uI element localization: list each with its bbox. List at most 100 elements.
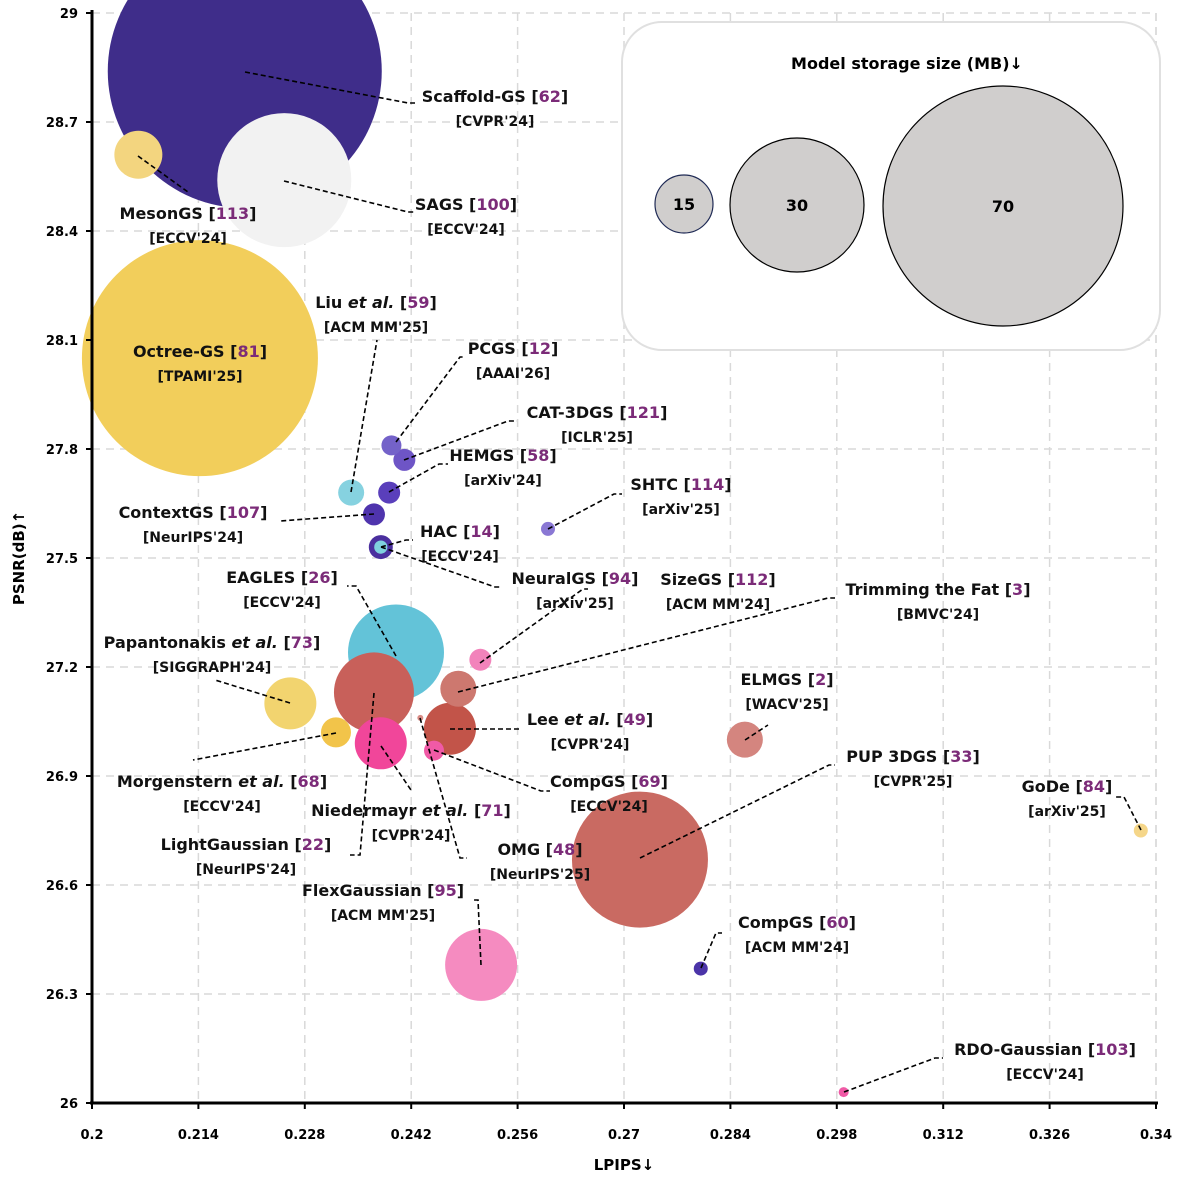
x-tick-label: 0.34 xyxy=(1140,1128,1172,1143)
bubble xyxy=(1133,823,1148,838)
x-tick-label: 0.228 xyxy=(284,1128,325,1143)
leader-line xyxy=(843,1057,943,1093)
y-tick-label: 26.6 xyxy=(46,879,78,894)
point-label-name: Niedermayr et al. [71] xyxy=(311,801,511,820)
point-label-venue: [ECCV'24] xyxy=(149,231,227,247)
y-tick-label: 27.5 xyxy=(46,552,78,567)
point-label-venue: [SIGGRAPH'24] xyxy=(153,660,271,676)
leader-line xyxy=(283,180,415,213)
point-label-name: SizeGS [112] xyxy=(660,570,775,589)
point-label-venue: [ECCV'24] xyxy=(243,595,321,611)
point-label-venue: [WACV'25] xyxy=(745,697,828,713)
x-tick-label: 0.242 xyxy=(391,1128,432,1143)
leader-line xyxy=(380,539,413,548)
legend-size-label: 30 xyxy=(786,196,808,215)
leader-lines xyxy=(137,71,1142,1093)
point-label-venue: [BMVC'24] xyxy=(897,607,979,623)
leader-line xyxy=(192,732,337,761)
point-label-venue: [NeurIPS'24] xyxy=(196,862,296,878)
leader-line xyxy=(137,155,189,193)
leader-line xyxy=(700,932,722,969)
point-label-venue: [ACM MM'25] xyxy=(324,320,428,336)
leader-line xyxy=(214,679,291,704)
point-label-venue: [arXiv'24] xyxy=(464,473,542,489)
point-label-venue: [arXiv'25] xyxy=(536,596,614,612)
point-label-name: HEMGS [58] xyxy=(449,446,556,465)
point-label-venue: [ECCV'24] xyxy=(1006,1067,1084,1083)
x-axis-label: LPIPS↓ xyxy=(594,1156,655,1174)
y-tick-label: 27.8 xyxy=(46,443,78,458)
point-label-venue: [ECCV'24] xyxy=(427,222,505,238)
leader-line xyxy=(350,692,375,856)
leader-line xyxy=(457,597,835,693)
point-label-venue: [arXiv'25] xyxy=(1028,804,1106,820)
point-label-venue: [ECCV'24] xyxy=(570,799,648,815)
leader-line xyxy=(395,356,463,443)
leader-line xyxy=(380,546,500,588)
leader-line xyxy=(388,463,448,493)
bubble xyxy=(320,717,351,748)
x-tick-label: 0.2 xyxy=(80,1128,103,1143)
point-label-name: Trimming the Fat [3] xyxy=(845,580,1030,599)
leader-line xyxy=(350,339,378,493)
legend-size-circle xyxy=(729,137,865,273)
point-labels: Scaffold-GS [62] [CVPR'24] MesonGS [113] [E… xyxy=(104,87,1136,1083)
y-tick-label: 28.7 xyxy=(46,116,78,131)
y-tick-label: 27.2 xyxy=(46,661,78,676)
point-label-venue: [ACM MM'24] xyxy=(745,940,849,956)
bubble xyxy=(114,130,163,179)
point-label-name: EAGLES [26] xyxy=(226,568,338,587)
legend-size-label: 70 xyxy=(992,197,1014,216)
point-label-venue: [ECCV'24] xyxy=(421,549,499,565)
leader-line xyxy=(639,764,835,859)
point-label-venue: [AAAI'26] xyxy=(476,366,550,382)
bubble xyxy=(417,714,424,721)
legend: Model storage size (MB)↓ 15 30 70 xyxy=(621,21,1161,351)
legend-title: Model storage size (MB)↓ xyxy=(791,54,1023,73)
point-label-name: OMG [48] xyxy=(497,840,582,859)
point-label-name: SHTC [114] xyxy=(630,475,731,494)
y-axis-label: PSNR(dB)↑ xyxy=(10,511,28,605)
point-label-venue: [ICLR'25] xyxy=(561,430,633,446)
bubble xyxy=(354,717,407,770)
bubble-inner xyxy=(374,540,388,554)
point-label-venue: [NeurIPS'24] xyxy=(143,530,243,546)
point-label-name: MesonGS [113] xyxy=(120,204,257,223)
y-tick-label: 26.3 xyxy=(46,988,78,1003)
leader-line xyxy=(347,585,397,657)
y-tick-label: 29 xyxy=(60,7,78,22)
bubble xyxy=(338,479,365,506)
y-tick-label: 26 xyxy=(60,1097,78,1112)
point-label-venue: [ACM MM'25] xyxy=(331,908,435,924)
leader-line xyxy=(479,588,588,664)
leader-line xyxy=(1114,796,1142,831)
point-label-name: Papantonakis et al. [73] xyxy=(104,633,321,652)
x-tick-label: 0.298 xyxy=(816,1128,857,1143)
x-tick-label: 0.27 xyxy=(608,1128,640,1143)
point-label-name: Scaffold-GS [62] xyxy=(422,87,568,106)
bubble xyxy=(693,961,708,976)
point-label-venue: [CVPR'24] xyxy=(372,828,451,844)
bubble xyxy=(333,652,414,733)
leader-line xyxy=(744,724,769,741)
point-label-venue: [CVPR'25] xyxy=(874,774,953,790)
point-label-name: ContextGS [107] xyxy=(119,503,268,522)
point-label-name: CAT-3DGS [121] xyxy=(527,403,668,422)
leader-line xyxy=(547,493,622,530)
point-label-name: PUP 3DGS [33] xyxy=(846,747,980,766)
point-label-name: CompGS [60] xyxy=(738,913,856,932)
point-label-venue: [ECCV'24] xyxy=(183,799,261,815)
x-tick-label: 0.284 xyxy=(710,1128,751,1143)
leader-line xyxy=(472,899,482,966)
point-label-venue: [TPAMI'25] xyxy=(157,369,242,385)
point-label-venue: [NeurIPS'25] xyxy=(490,867,590,883)
point-label-name: ELMGS [2] xyxy=(740,670,833,689)
leader-line xyxy=(419,717,467,859)
bubble xyxy=(571,791,708,928)
point-label-name: NeuralGS [94] xyxy=(512,569,639,588)
point-label-venue: [CVPR'24] xyxy=(551,737,630,753)
point-label-venue: [arXiv'25] xyxy=(642,502,720,518)
point-label-name: Octree-GS [81] xyxy=(133,342,267,361)
leader-line xyxy=(244,71,415,104)
point-label-name: CompGS [69] xyxy=(550,772,668,791)
